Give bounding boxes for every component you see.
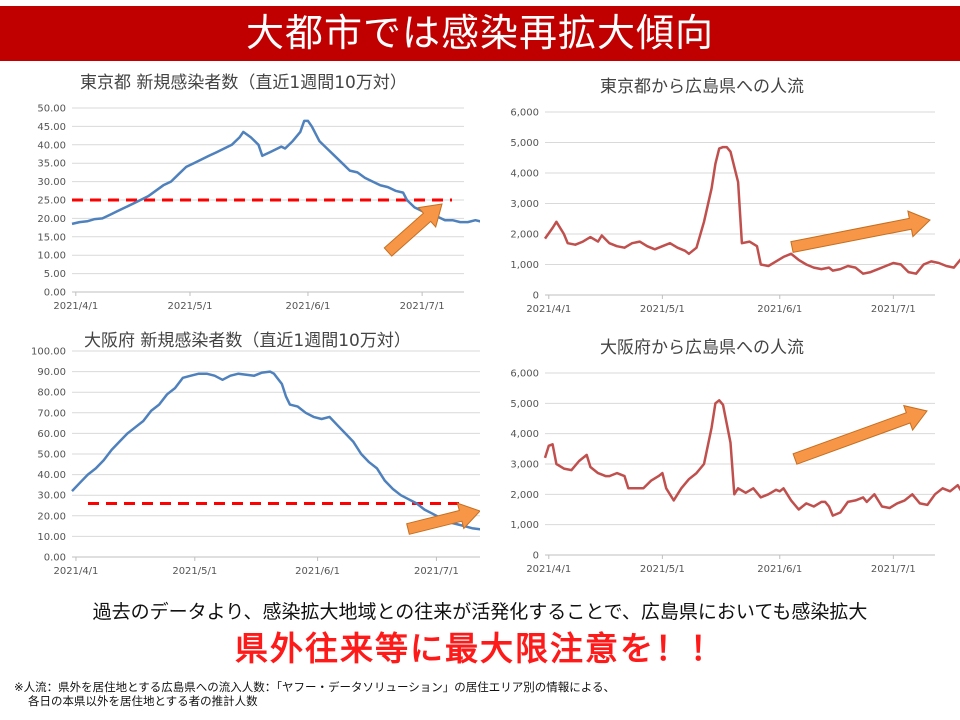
tokyo-flow-chart: 東京都から広島県への人流 0 1,000 2,000 3,000 4,000 5,000 6,… — [480, 64, 960, 329]
y-tick-label: 50.00 — [37, 104, 66, 115]
y-tick-label: 4,000 — [510, 429, 539, 440]
y-tick-label: 2,000 — [510, 230, 539, 241]
x-tick-label: 2021/7/1 — [400, 301, 445, 312]
chart-title: 大阪府から広島県への人流 — [600, 338, 804, 358]
y-tick-label: 10.00 — [37, 532, 66, 543]
x-tick-label: 2021/7/1 — [871, 564, 916, 575]
trend-arrow — [790, 210, 931, 253]
x-tick-label: 2021/5/1 — [640, 564, 685, 575]
chart-title: 大阪府 新規感染者数（直近1週間10万対） — [84, 331, 411, 351]
page-title: 大都市では感染再拡大傾向 — [0, 6, 960, 61]
footnote: ※人流：県外を居住地とする広島県への流入人数：「ヤフー・データソリューション」の… — [14, 680, 615, 708]
x-tick-label: 2021/7/1 — [871, 304, 916, 315]
y-tick-label: 45.00 — [37, 122, 66, 133]
x-tick-label: 2021/6/1 — [286, 301, 331, 312]
y-tick-label: 10.00 — [37, 251, 66, 262]
y-tick-label: 20.00 — [37, 214, 66, 225]
callout-text: 県外往来等に最大限注意を！！ — [235, 629, 725, 668]
tokyo-cases-chart: 東京都 新規感染者数（直近1週間10万対） 0.00 5.00 10.00 15.00 2… — [0, 64, 480, 329]
y-tick-label: 6,000 — [510, 369, 539, 380]
series-line — [543, 145, 960, 275]
series-line — [71, 119, 480, 226]
y-tick-label: 1,000 — [510, 520, 539, 531]
trend-arrow — [383, 203, 443, 257]
y-tick-label: 5,000 — [510, 138, 539, 149]
x-tick-label: 2021/4/1 — [53, 301, 98, 312]
trend-arrow — [406, 502, 480, 535]
y-tick-label: 20.00 — [37, 511, 66, 522]
y-tick-label: 0 — [533, 291, 539, 302]
y-tick-label: 6,000 — [510, 108, 539, 119]
y-tick-label: 3,000 — [510, 199, 539, 210]
x-tick-label: 2021/7/1 — [414, 566, 459, 577]
series-line — [543, 399, 960, 517]
y-tick-label: 30.00 — [37, 177, 66, 188]
y-tick-label: 90.00 — [37, 367, 66, 378]
y-tick-label: 0 — [533, 551, 539, 562]
x-tick-label: 2021/6/1 — [295, 566, 340, 577]
y-tick-label: 1,000 — [510, 260, 539, 271]
osaka-flow-chart: 大阪府から広島県への人流 0 1,000 2,000 3,000 4,000 5,000 6,… — [480, 325, 960, 595]
y-tick-label: 0.00 — [44, 553, 66, 564]
y-tick-label: 35.00 — [37, 159, 66, 170]
footnote-line-1: ※人流：県外を居住地とする広島県への流入人数：「ヤフー・データソリューション」の… — [14, 680, 615, 694]
y-tick-label: 70.00 — [37, 408, 66, 419]
y-tick-label: 5,000 — [510, 399, 539, 410]
y-tick-label: 40.00 — [37, 140, 66, 151]
y-tick-label: 100.00 — [31, 347, 66, 358]
y-tick-label: 4,000 — [510, 169, 539, 180]
x-tick-label: 2021/4/1 — [526, 564, 571, 575]
y-tick-label: 50.00 — [37, 450, 66, 461]
y-tick-label: 30.00 — [37, 491, 66, 502]
y-tick-label: 80.00 — [37, 388, 66, 399]
message-text: 過去のデータより、感染拡大地域との往来が活発化することで、広島県においても感染拡… — [92, 601, 868, 623]
x-tick-label: 2021/4/1 — [526, 304, 571, 315]
y-tick-label: 25.00 — [37, 196, 66, 207]
y-tick-label: 60.00 — [37, 429, 66, 440]
trend-arrow — [792, 404, 928, 465]
x-tick-label: 2021/6/1 — [757, 564, 802, 575]
chart-title: 東京都 新規感染者数（直近1週間10万対） — [80, 73, 407, 93]
y-tick-label: 0.00 — [44, 288, 66, 299]
x-tick-label: 2021/5/1 — [172, 566, 217, 577]
osaka-cases-chart: 大阪府 新規感染者数（直近1週間10万対） 0.00 10.00 20.00 30.00… — [0, 325, 480, 595]
y-tick-label: 5.00 — [44, 269, 66, 280]
footnote-line-2: 各日の本県以外を居住地とする者の推計人数 — [28, 694, 258, 708]
x-tick-label: 2021/5/1 — [168, 301, 213, 312]
series-line — [71, 370, 480, 531]
y-tick-label: 3,000 — [510, 460, 539, 471]
y-tick-label: 15.00 — [37, 232, 66, 243]
chart-title: 東京都から広島県への人流 — [600, 77, 804, 97]
y-tick-label: 2,000 — [510, 490, 539, 501]
y-tick-label: 40.00 — [37, 470, 66, 481]
x-tick-label: 2021/4/1 — [54, 566, 99, 577]
x-tick-label: 2021/5/1 — [640, 304, 685, 315]
x-tick-label: 2021/6/1 — [757, 304, 802, 315]
